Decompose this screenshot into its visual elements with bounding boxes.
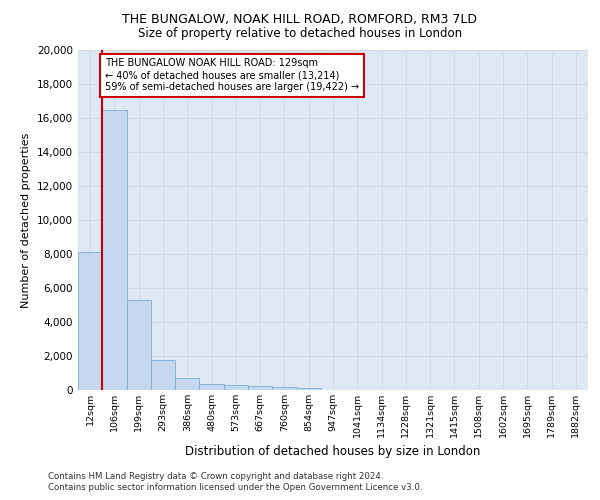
Bar (127, 300, 151, 390)
Bar (175, 378, 199, 390)
Text: THE BUNGALOW, NOAK HILL ROAD, ROMFORD, RM3 7LD: THE BUNGALOW, NOAK HILL ROAD, ROMFORD, R… (122, 12, 478, 26)
Bar (151, 360, 175, 390)
Bar (199, 384, 224, 390)
Text: Contains public sector information licensed under the Open Government Licence v3: Contains public sector information licen… (48, 484, 422, 492)
Text: THE BUNGALOW NOAK HILL ROAD: 129sqm
← 40% of detached houses are smaller (13,214: THE BUNGALOW NOAK HILL ROAD: 129sqm ← 40… (105, 58, 359, 92)
Bar (248, 386, 272, 390)
Bar (272, 387, 296, 390)
Bar (296, 388, 321, 390)
Text: Contains HM Land Registry data © Crown copyright and database right 2024.: Contains HM Land Registry data © Crown c… (48, 472, 383, 481)
Y-axis label: Number of detached properties: Number of detached properties (22, 132, 31, 308)
Bar (102, 110, 127, 390)
X-axis label: Distribution of detached houses by size in London: Distribution of detached houses by size … (185, 446, 481, 458)
Bar (224, 386, 248, 390)
Bar (78, 252, 102, 390)
Text: Size of property relative to detached houses in London: Size of property relative to detached ho… (138, 28, 462, 40)
